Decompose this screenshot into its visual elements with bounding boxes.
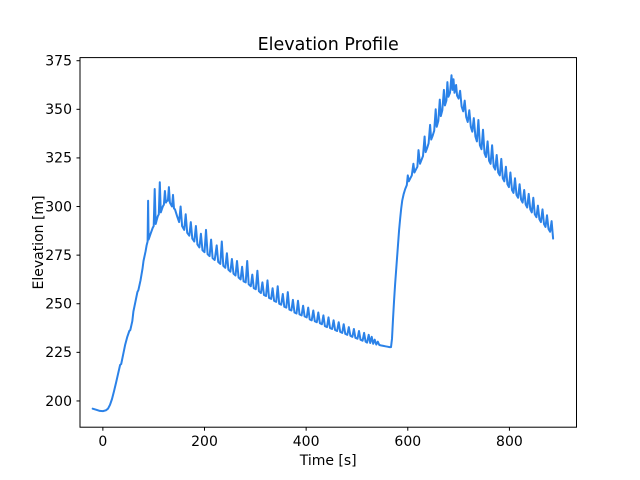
y-tick-label: 300 <box>45 199 72 215</box>
y-tick-label: 350 <box>45 102 72 118</box>
elevation-line-series <box>91 74 555 413</box>
x-tick-label: 800 <box>496 434 523 450</box>
y-tick-label: 200 <box>45 394 72 410</box>
y-tick-label: 325 <box>45 151 72 167</box>
x-axis-label: Time [s] <box>299 453 357 469</box>
y-tick-label: 375 <box>45 54 72 70</box>
x-tick-label: 600 <box>394 434 421 450</box>
y-tick-label: 250 <box>45 297 72 313</box>
axis-ticks: 0 200 400 600 800 200 225 250 275 300 325 350 375 <box>45 54 523 451</box>
y-tick-label: 225 <box>45 345 72 361</box>
x-tick-label: 200 <box>191 434 218 450</box>
y-axis-label: Elevation [m] <box>31 195 47 289</box>
plot-frame <box>79 57 577 428</box>
x-tick-label: 0 <box>98 434 107 450</box>
x-tick-label: 400 <box>293 434 320 450</box>
y-tick-label: 275 <box>45 248 72 264</box>
chart-title: Elevation Profile <box>258 35 399 55</box>
